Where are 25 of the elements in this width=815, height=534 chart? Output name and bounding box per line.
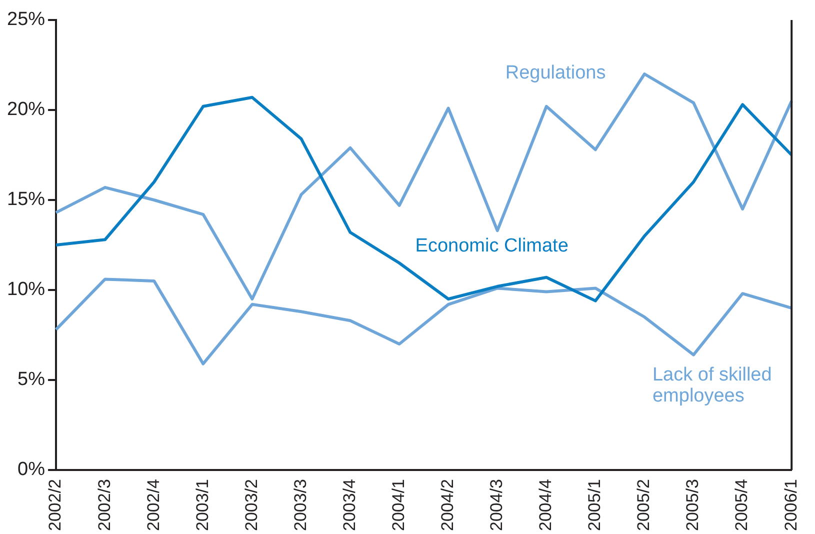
x-tick-label: 2005/3 [683, 479, 702, 532]
series-label: Lack of skilled employees [652, 364, 772, 406]
x-tick-label: 2006/1 [781, 479, 800, 532]
x-tick-label: 2002/3 [94, 479, 114, 532]
x-tick-label: 2003/1 [192, 479, 212, 532]
x-tick-label: 2005/4 [732, 479, 752, 532]
series-label: Economic Climate [415, 236, 568, 257]
x-tick-label: 2004/2 [438, 479, 458, 532]
y-tick-label: 15% [6, 189, 46, 210]
y-tick-label: 0% [18, 459, 46, 480]
x-tick-label: 2004/4 [536, 479, 556, 532]
y-tick-label: 10% [6, 279, 46, 300]
x-tick-label: 2004/3 [487, 479, 506, 532]
x-tick-label: 2003/2 [242, 479, 261, 532]
x-tick-label: 2004/1 [388, 479, 408, 532]
x-tick-label: 2005/1 [585, 479, 604, 532]
y-tick-label: 20% [6, 99, 46, 120]
x-tick-label: 2002/4 [144, 479, 163, 532]
x-tick-label: 2003/4 [340, 479, 359, 532]
y-tick-label: 5% [18, 369, 46, 390]
y-tick-label: 25% [6, 9, 46, 30]
x-tick-label: 2003/3 [290, 479, 310, 532]
x-tick-label: 2002/2 [46, 479, 65, 532]
x-tick-label: 2005/2 [634, 479, 654, 532]
series-label: Regulations [505, 62, 606, 84]
